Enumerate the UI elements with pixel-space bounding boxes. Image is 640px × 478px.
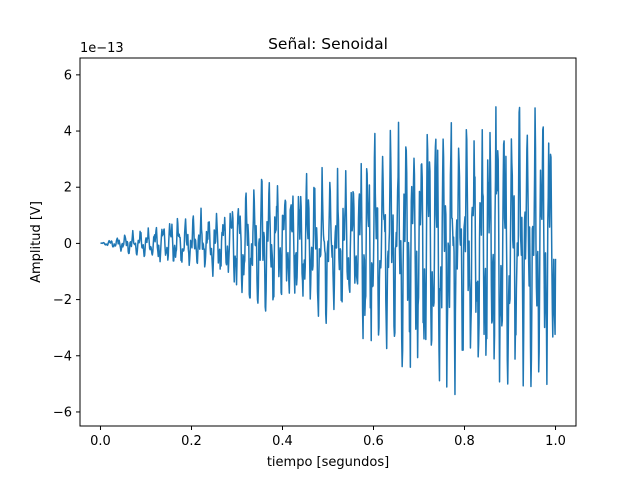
chart-title: Señal: Senoidal — [268, 35, 388, 53]
y-axis-offset-text: 1e−13 — [80, 41, 124, 56]
x-tick-label: 0.8 — [454, 434, 475, 449]
y-tick-label: −6 — [53, 405, 72, 420]
y-tick-label: 6 — [64, 68, 72, 83]
y-tick-label: 0 — [64, 237, 72, 252]
x-tick-label: 0.6 — [363, 434, 384, 449]
y-axis-label: Amplitud [V] — [29, 201, 44, 283]
plot-frame — [79, 57, 577, 427]
x-tick-label: 0.4 — [272, 434, 293, 449]
x-tick-label: 0.0 — [90, 434, 111, 449]
x-tick-label: 0.2 — [181, 434, 202, 449]
y-tick-label: 4 — [64, 125, 72, 140]
y-axis-ticks: −6 −4 −2 0 2 4 6 — [53, 68, 80, 420]
series-line — [100, 106, 557, 396]
x-axis-ticks: 0.0 0.2 0.4 0.6 0.8 1.0 — [90, 426, 566, 449]
x-axis-label: tiempo [segundos] — [267, 455, 389, 470]
y-tick-label: −4 — [53, 349, 72, 364]
y-tick-label: 2 — [64, 181, 72, 196]
y-tick-label: −2 — [53, 293, 72, 308]
series-layer — [100, 106, 557, 396]
x-tick-label: 1.0 — [545, 434, 566, 449]
